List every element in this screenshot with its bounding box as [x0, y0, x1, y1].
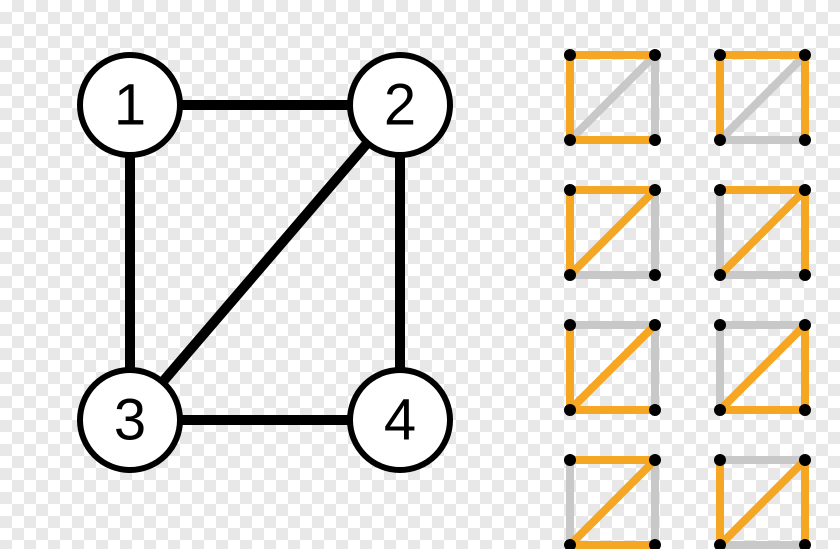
- tree-node-dot: [799, 539, 811, 549]
- tree-node-dot: [799, 454, 811, 466]
- tree-node-dot: [714, 269, 726, 281]
- graph-node-label: 4: [384, 388, 416, 453]
- spanning-tree-cell: [714, 49, 811, 146]
- spanning-tree-cell: [564, 319, 661, 416]
- tree-edge-on: [720, 190, 805, 275]
- graph-node-label: 2: [384, 73, 416, 138]
- tree-node-dot: [649, 319, 661, 331]
- graph-node-label: 3: [114, 388, 146, 453]
- tree-node-dot: [799, 184, 811, 196]
- tree-node-dot: [649, 539, 661, 549]
- tree-edge-on: [720, 460, 805, 545]
- tree-node-dot: [714, 404, 726, 416]
- main-graph: 1 2 3 4: [80, 55, 450, 470]
- tree-edge-on: [720, 325, 805, 410]
- spanning-tree-cell: [564, 184, 661, 281]
- tree-edge-on: [570, 190, 655, 275]
- tree-node-dot: [649, 134, 661, 146]
- tree-edge-on: [570, 460, 655, 545]
- tree-edge-off: [570, 55, 655, 140]
- tree-node-dot: [799, 319, 811, 331]
- tree-edge-off: [720, 55, 805, 140]
- tree-node-dot: [564, 454, 576, 466]
- tree-node-dot: [714, 49, 726, 61]
- tree-node-dot: [564, 134, 576, 146]
- tree-node-dot: [714, 134, 726, 146]
- tree-node-dot: [714, 319, 726, 331]
- tree-node-dot: [564, 404, 576, 416]
- tree-node-dot: [649, 184, 661, 196]
- tree-node-dot: [649, 269, 661, 281]
- spanning-tree-cell: [714, 319, 811, 416]
- tree-node-dot: [649, 454, 661, 466]
- tree-node-dot: [564, 269, 576, 281]
- tree-node-dot: [714, 454, 726, 466]
- tree-node-dot: [799, 404, 811, 416]
- tree-node-dot: [649, 404, 661, 416]
- tree-node-dot: [799, 134, 811, 146]
- spanning-tree-cell: [714, 184, 811, 281]
- tree-node-dot: [564, 184, 576, 196]
- spanning-trees-grid: [564, 49, 811, 549]
- tree-node-dot: [564, 49, 576, 61]
- graph-node-label: 1: [114, 73, 146, 138]
- spanning-tree-cell: [714, 454, 811, 549]
- spanning-tree-cell: [564, 49, 661, 146]
- tree-node-dot: [714, 184, 726, 196]
- tree-node-dot: [799, 269, 811, 281]
- diagram-stage: 1 2 3 4: [0, 0, 840, 549]
- tree-node-dot: [649, 49, 661, 61]
- tree-node-dot: [799, 49, 811, 61]
- spanning-tree-cell: [564, 454, 661, 549]
- tree-edge-on: [570, 325, 655, 410]
- graph-edge: [130, 105, 400, 420]
- tree-node-dot: [564, 319, 576, 331]
